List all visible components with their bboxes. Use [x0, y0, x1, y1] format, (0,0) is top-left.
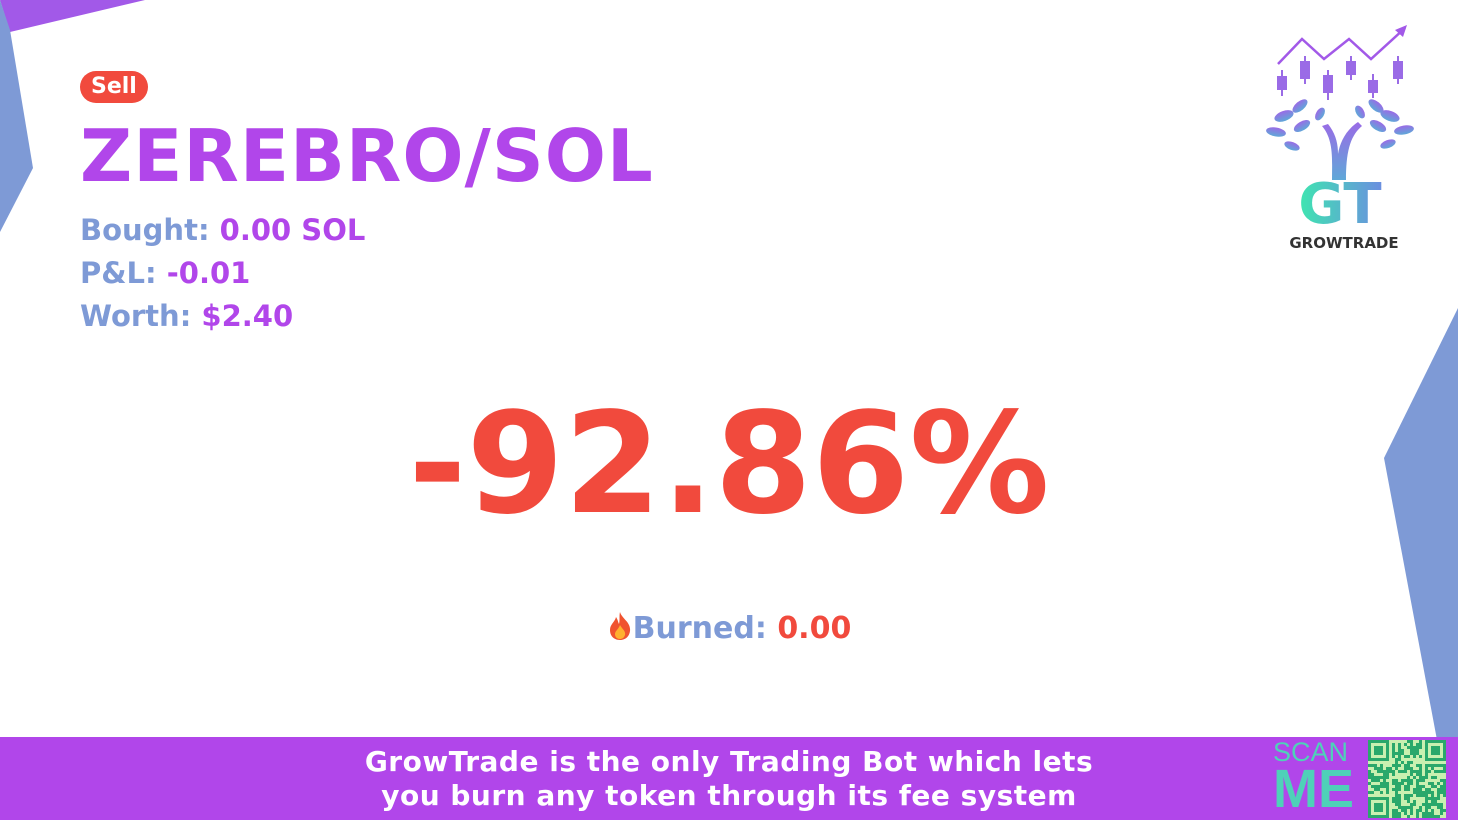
worth-row: Worth: $2.40: [80, 298, 293, 334]
qr-code[interactable]: [1368, 740, 1446, 818]
sell-badge: Sell: [80, 71, 148, 103]
growtrade-wordmark: GROWTRADE: [1289, 234, 1398, 252]
footer-line-1: GrowTrade is the only Trading Bot which …: [364, 745, 1094, 778]
bought-label: Bought:: [80, 213, 210, 247]
footer-banner: GrowTrade is the only Trading Bot which …: [0, 737, 1458, 820]
pnl-label: P&L:: [80, 256, 157, 290]
burned-row: Burned: 0.00: [0, 610, 1458, 648]
bought-row: Bought: 0.00 SOL: [80, 212, 365, 248]
trading-pair-title: ZEREBRO/SOL: [80, 114, 654, 198]
growtrade-logo-graphic: GT GROWTRADE: [1266, 25, 1414, 252]
burned-value: 0.00: [777, 611, 852, 646]
bought-value: 0.00 SOL: [219, 213, 366, 247]
footer-line-2: you burn any token through its fee syste…: [381, 779, 1077, 812]
worth-value: $2.40: [201, 299, 294, 333]
worth-label: Worth:: [80, 299, 192, 333]
burned-label: Burned:: [632, 611, 767, 646]
scan-text: SCAN: [1273, 737, 1349, 767]
percent-change: -92.86%: [408, 383, 1050, 546]
fire-icon: [609, 612, 630, 640]
growtrade-logo: GT GROWTRADE: [1262, 22, 1418, 258]
footer-message: GrowTrade is the only Trading Bot which …: [0, 745, 1458, 813]
me-text: ME: [1273, 759, 1354, 819]
pnl-value: -0.01: [166, 256, 251, 290]
gt-monogram: GT: [1298, 172, 1381, 237]
pnl-row: P&L: -0.01: [80, 255, 250, 291]
scan-me-label: SCAN ME: [1273, 737, 1354, 819]
